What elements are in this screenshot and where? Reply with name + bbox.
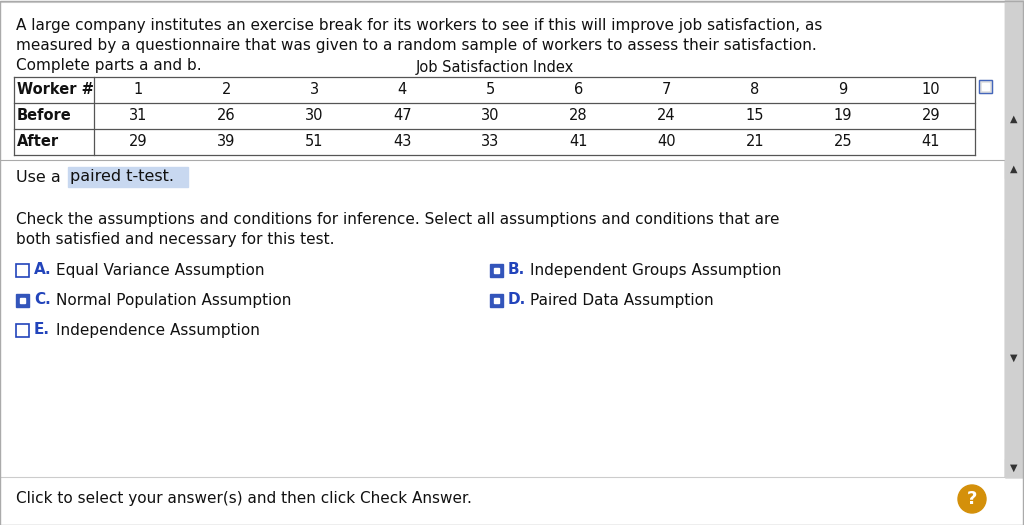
Text: ▼: ▼ — [1011, 463, 1018, 473]
Text: 31: 31 — [129, 109, 147, 123]
Text: 8: 8 — [751, 82, 760, 98]
Text: Use a: Use a — [16, 170, 66, 184]
Text: 24: 24 — [657, 109, 676, 123]
Bar — [16, 264, 29, 277]
Text: 21: 21 — [745, 134, 764, 150]
Text: ▲: ▲ — [1011, 114, 1018, 124]
Bar — [979, 80, 992, 93]
Text: 47: 47 — [393, 109, 412, 123]
Bar — [16, 293, 29, 307]
Text: ▼: ▼ — [1011, 353, 1018, 363]
Text: 41: 41 — [922, 134, 940, 150]
Text: 26: 26 — [217, 109, 236, 123]
Text: Equal Variance Assumption: Equal Variance Assumption — [56, 262, 264, 278]
Text: C.: C. — [34, 292, 51, 308]
Text: A large company institutes an exercise break for its workers to see if this will: A large company institutes an exercise b… — [16, 18, 822, 33]
Bar — [16, 264, 29, 277]
Text: 39: 39 — [217, 134, 236, 150]
Text: Click to select your answer(s) and then click Check Answer.: Click to select your answer(s) and then … — [16, 491, 472, 507]
Text: 29: 29 — [129, 134, 147, 150]
Text: paired t-test.: paired t-test. — [70, 170, 174, 184]
Bar — [1005, 0, 1023, 477]
Text: 29: 29 — [922, 109, 940, 123]
Text: 3: 3 — [309, 82, 318, 98]
Bar — [1005, 160, 1023, 477]
Bar — [1005, 0, 1023, 238]
Text: Normal Population Assumption: Normal Population Assumption — [56, 292, 292, 308]
Bar — [1007, 180, 1021, 220]
Text: After: After — [17, 134, 59, 150]
Bar — [1005, 238, 1023, 477]
Text: 10: 10 — [922, 82, 940, 98]
Bar — [979, 80, 992, 93]
Bar — [1005, 459, 1023, 477]
Text: Complete parts a and b.: Complete parts a and b. — [16, 58, 202, 73]
Text: Worker #: Worker # — [17, 82, 94, 98]
Bar — [16, 323, 29, 337]
Text: 51: 51 — [305, 134, 324, 150]
Text: ?: ? — [967, 490, 977, 508]
Text: 7: 7 — [662, 82, 672, 98]
Text: D.: D. — [508, 292, 526, 308]
Text: 28: 28 — [569, 109, 588, 123]
Bar — [494, 268, 499, 272]
Text: E.: E. — [34, 322, 50, 338]
Text: ▲: ▲ — [1011, 164, 1018, 174]
Bar — [1005, 160, 1023, 178]
Text: 25: 25 — [834, 134, 852, 150]
Text: Independent Groups Assumption: Independent Groups Assumption — [530, 262, 781, 278]
Text: 40: 40 — [657, 134, 676, 150]
Text: 19: 19 — [834, 109, 852, 123]
Text: 41: 41 — [569, 134, 588, 150]
Text: 33: 33 — [481, 134, 500, 150]
Bar — [490, 264, 503, 277]
Text: 4: 4 — [397, 82, 407, 98]
Text: 1: 1 — [133, 82, 142, 98]
Text: 43: 43 — [393, 134, 412, 150]
Circle shape — [958, 485, 986, 513]
Text: both satisfied and necessary for this test.: both satisfied and necessary for this te… — [16, 232, 335, 247]
Text: 9: 9 — [839, 82, 848, 98]
Text: B.: B. — [508, 262, 525, 278]
Text: Before: Before — [17, 109, 72, 123]
Text: Check the assumptions and conditions for inference. Select all assumptions and c: Check the assumptions and conditions for… — [16, 212, 779, 227]
Bar — [68, 167, 188, 187]
Text: 30: 30 — [481, 109, 500, 123]
Text: Paired Data Assumption: Paired Data Assumption — [530, 292, 714, 308]
Text: 2: 2 — [221, 82, 230, 98]
Bar — [20, 298, 25, 302]
Text: Independence Assumption: Independence Assumption — [56, 322, 260, 338]
Text: 15: 15 — [745, 109, 764, 123]
Text: Job Satisfaction Index: Job Satisfaction Index — [416, 60, 574, 75]
Text: 6: 6 — [573, 82, 584, 98]
Bar — [982, 83, 989, 90]
Bar — [494, 298, 499, 302]
Text: A.: A. — [34, 262, 51, 278]
Bar — [16, 323, 29, 337]
Text: measured by a questionnaire that was given to a random sample of workers to asse: measured by a questionnaire that was giv… — [16, 38, 817, 53]
Text: 30: 30 — [305, 109, 324, 123]
Bar — [490, 293, 503, 307]
Text: 5: 5 — [485, 82, 495, 98]
